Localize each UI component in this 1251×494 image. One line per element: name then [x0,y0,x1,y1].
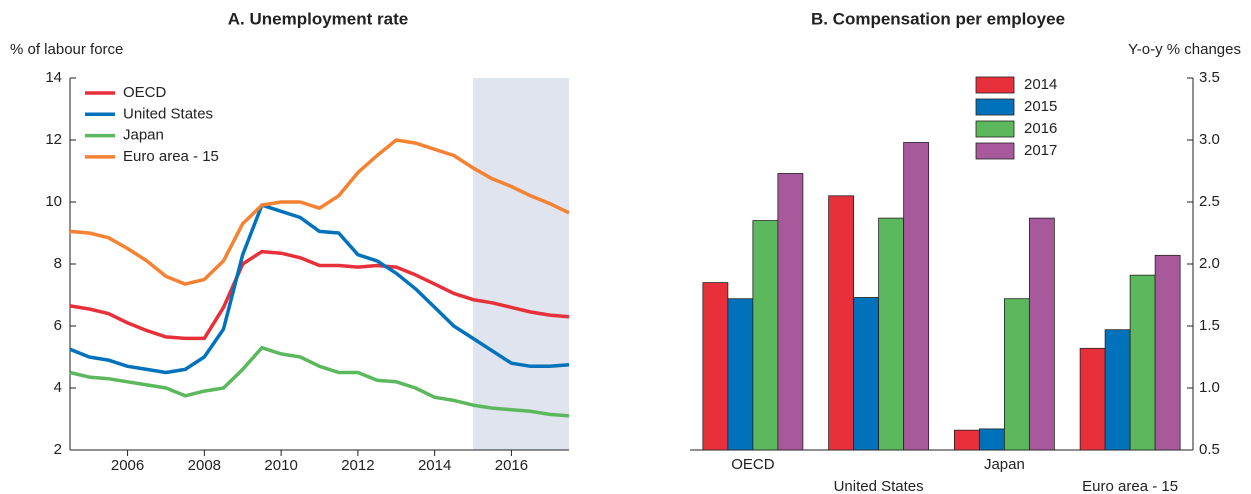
bar [1079,347,1106,451]
bar [1129,274,1156,451]
bar [777,173,804,451]
x-tick-label: 2010 [264,457,297,474]
x-tick-label: OECD [731,456,775,473]
chart-title: B. Compensation per employee [811,9,1065,28]
legend-swatch [975,98,1015,116]
legend-label: 2017 [1024,142,1057,159]
line-series [69,345,570,418]
x-tick-label: 2012 [341,457,374,474]
legend-label: United States [123,105,213,122]
legend-label: 2014 [1024,76,1057,93]
bar [1104,329,1131,451]
bar [1154,254,1181,451]
bar [702,282,729,451]
y-tick-label: 3.0 [1199,131,1220,148]
bar [978,428,1005,451]
x-tick-label: Japan [984,456,1025,473]
y-tick-label: 4 [54,379,62,396]
legend-label: OECD [123,84,167,101]
y-axis-label: % of labour force [10,41,123,58]
y-tick-label: 2 [54,441,62,458]
legend-label: 2016 [1024,120,1057,137]
chart-title: A. Unemployment rate [228,9,408,28]
legend-swatch [975,120,1015,138]
bar [953,429,980,451]
legend-label: Japan [123,127,164,144]
y-tick-label: 8 [54,255,62,272]
line-series [69,203,570,375]
legend-label: 2015 [1024,98,1057,115]
bar [1003,298,1030,451]
x-tick-label: 2016 [495,457,528,474]
y-tick-label: 0.5 [1199,441,1220,458]
y-tick-label: 1.0 [1199,379,1220,396]
x-tick-label: 2014 [418,457,451,474]
y-tick-label: 3.5 [1199,69,1220,86]
bar [878,217,905,451]
y-tick-label: 2.5 [1199,193,1220,210]
x-tick-label: United States [834,478,924,494]
y-tick-label: 10 [45,193,62,210]
legend-swatch [975,76,1015,94]
bar [828,195,855,451]
bar [903,142,930,451]
line-series [69,249,570,341]
y-tick-label: 12 [45,131,62,148]
bar [853,297,880,451]
y-tick-label: 14 [45,69,62,86]
legend-swatch [975,142,1015,160]
y-axis-label: Y-o-y % changes [1128,41,1241,58]
y-tick-label: 6 [54,317,62,334]
bar [1028,217,1055,451]
bar [752,220,779,451]
bar [727,298,754,451]
x-tick-label: 2006 [111,457,144,474]
y-tick-label: 2.0 [1199,255,1220,272]
x-tick-label: 2008 [188,457,221,474]
shaded-region [473,78,569,450]
x-tick-label: Euro area - 15 [1082,478,1178,494]
y-tick-label: 1.5 [1199,317,1220,334]
legend-label: Euro area - 15 [123,148,219,165]
line-series [69,138,570,286]
